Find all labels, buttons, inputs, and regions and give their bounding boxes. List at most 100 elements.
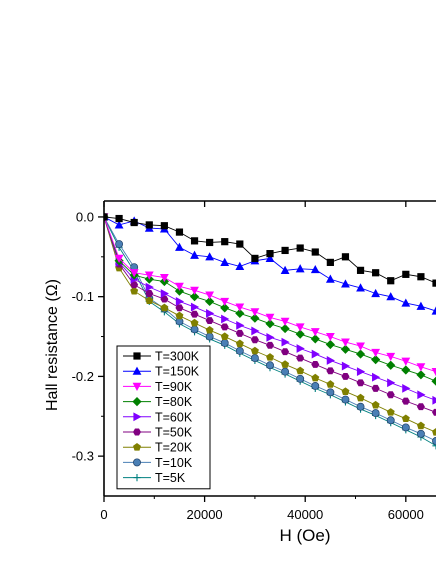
x-tick-label: 0 <box>100 507 107 522</box>
data-point <box>250 354 259 363</box>
data-point <box>372 269 380 277</box>
data-point <box>401 365 411 375</box>
data-point <box>114 254 124 264</box>
data-point <box>130 218 138 227</box>
data-point <box>386 292 396 301</box>
legend-box <box>116 345 211 490</box>
data-point <box>115 214 123 223</box>
data-point <box>250 313 260 323</box>
legend-marker <box>133 412 142 422</box>
x-tick-label: 20000 <box>187 507 223 522</box>
data-point <box>265 319 275 329</box>
data-point <box>265 313 275 323</box>
data-point <box>220 332 229 340</box>
data-point <box>341 395 350 404</box>
data-point <box>205 252 215 261</box>
data-point <box>160 289 169 298</box>
data-point <box>402 383 411 393</box>
data-point <box>310 264 320 274</box>
legend-marker <box>132 397 142 407</box>
data-point <box>325 274 335 283</box>
data-point <box>371 400 380 409</box>
x-tick-label: 60000 <box>388 507 424 522</box>
data-point <box>190 237 199 245</box>
legend-label: T=5K <box>155 471 186 485</box>
data-point <box>175 242 184 251</box>
data-point <box>220 338 229 347</box>
legend-marker <box>133 428 141 436</box>
legend-label: T=300K <box>155 350 200 364</box>
legend-label: T=80K <box>155 395 193 409</box>
data-point <box>401 298 411 307</box>
x-axis: 0 20000 40000 60000 <box>100 200 436 522</box>
data-point <box>130 286 139 295</box>
legend-label: T=50K <box>155 426 193 440</box>
data-point <box>190 318 199 327</box>
data-point <box>356 379 365 387</box>
data-point <box>220 303 230 313</box>
data-point <box>221 238 229 246</box>
data-point <box>280 323 290 334</box>
legend-label: T=20K <box>155 441 193 455</box>
data-point <box>356 393 365 402</box>
data-point <box>236 320 245 330</box>
data-point <box>311 360 320 368</box>
data-point <box>281 348 290 356</box>
series-t-20k <box>104 212 436 436</box>
data-point <box>311 248 319 256</box>
data-point <box>341 387 350 395</box>
data-point <box>251 254 259 263</box>
data-point <box>310 328 320 337</box>
data-point <box>145 282 154 292</box>
data-point <box>295 329 305 339</box>
data-point <box>416 421 425 430</box>
x-axis-label: H (Oe) <box>280 526 331 545</box>
data-point <box>250 308 260 317</box>
legend-item: T=20K <box>123 441 193 455</box>
data-point <box>266 250 274 258</box>
data-point <box>356 342 365 351</box>
legend-marker <box>133 458 141 467</box>
data-point <box>325 339 335 350</box>
y-axis: 0.0 -0.1 -0.2 -0.3 <box>72 201 105 496</box>
data-point <box>175 228 184 236</box>
series-t-60k <box>104 214 436 405</box>
data-point <box>356 283 365 292</box>
y-tick-label: -0.1 <box>72 289 94 304</box>
data-point <box>417 273 425 281</box>
data-point <box>371 409 380 418</box>
data-point <box>341 338 350 347</box>
legend-item: T=60K <box>123 410 193 424</box>
data-point <box>206 238 214 247</box>
legend-marker <box>133 352 141 360</box>
data-point <box>432 279 436 287</box>
data-point <box>341 372 350 380</box>
data-point <box>416 370 426 380</box>
data-point <box>432 395 436 405</box>
data-point <box>431 368 436 377</box>
data-point <box>296 374 305 383</box>
legend-item: T=300K <box>123 350 200 364</box>
data-point <box>372 372 381 382</box>
series-t-90k <box>104 213 436 377</box>
legend-label: T=60K <box>155 410 193 424</box>
legend-item: T=10K <box>123 456 193 470</box>
data-point <box>356 266 365 274</box>
data-point <box>355 349 366 359</box>
data-point <box>295 264 305 273</box>
data-point <box>220 257 230 266</box>
legend-marker <box>133 474 141 482</box>
data-point <box>416 363 426 372</box>
data-point <box>341 279 350 288</box>
data-point <box>401 414 410 423</box>
data-point <box>205 325 214 334</box>
data-point <box>144 271 154 280</box>
legend-marker <box>132 382 142 391</box>
data-point <box>205 332 214 341</box>
data-point <box>220 297 230 307</box>
data-point <box>386 360 396 370</box>
data-point <box>190 325 199 334</box>
legend-item: T=5K <box>123 471 186 485</box>
data-point <box>387 378 396 388</box>
data-point <box>340 344 351 354</box>
